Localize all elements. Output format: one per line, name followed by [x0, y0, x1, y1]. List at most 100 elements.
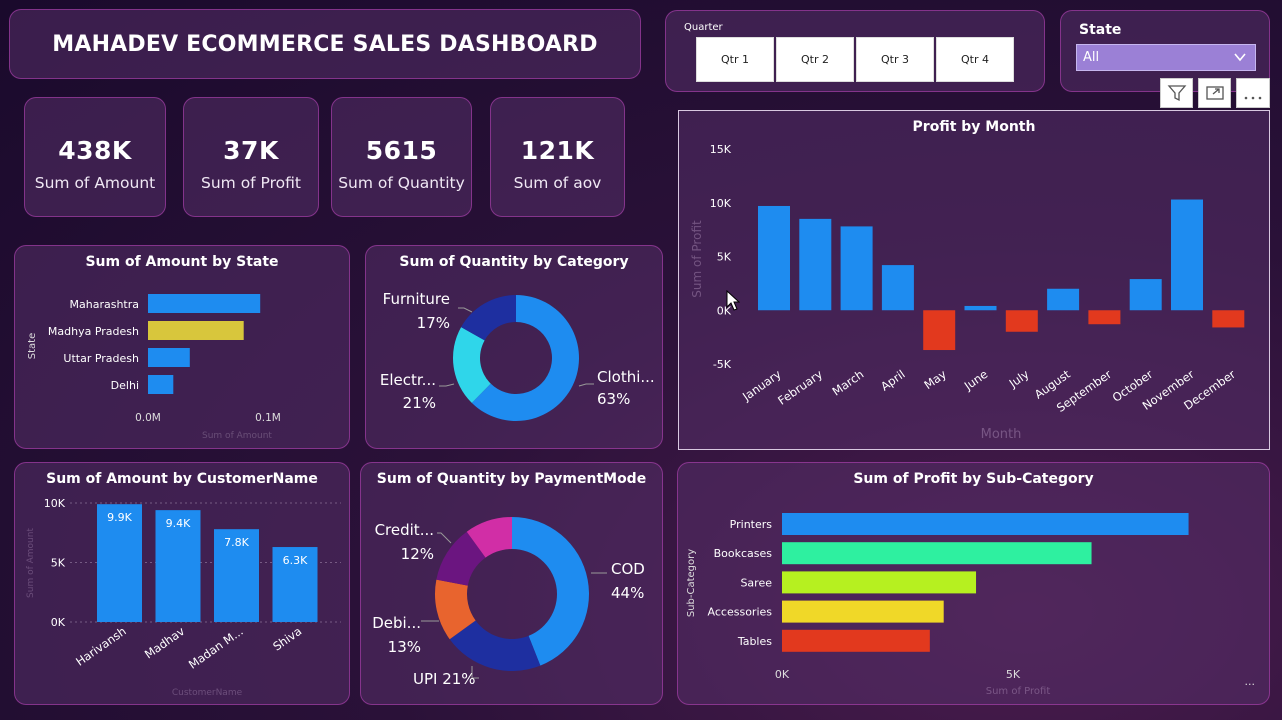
bar-tables: [782, 629, 930, 652]
kpi-value: 121K: [520, 136, 595, 165]
y-tick-label: 0K: [717, 304, 732, 317]
kpi-card-profit: 37K Sum of Profit: [183, 97, 319, 217]
quantity-by-category-chart[interactable]: Sum of Quantity by Category Clothi... 63%…: [365, 245, 663, 449]
slice-label: COD: [611, 560, 645, 578]
x-tick-label: February: [775, 367, 825, 408]
quarter-option-q3[interactable]: Qtr 3: [856, 37, 934, 82]
title-panel: MAHADEV ECOMMERCE SALES DASHBOARD: [9, 9, 641, 79]
x-tick-label: 0.0M: [135, 412, 161, 424]
x-tick-label: Madan M...: [186, 624, 246, 672]
x-tick-label: March: [830, 367, 867, 399]
chart-title: Sum of Amount by CustomerName: [46, 471, 318, 487]
slice-other: [466, 517, 512, 558]
quarter-option-q1[interactable]: Qtr 1: [696, 37, 774, 82]
x-axis-label: Sum of Amount: [202, 431, 272, 441]
y-tick-label: 15K: [710, 143, 732, 156]
category-label: Uttar Pradesh: [63, 352, 139, 365]
quarter-option-q2[interactable]: Qtr 2: [776, 37, 854, 82]
bar-february: [799, 218, 832, 311]
bar-september: [1088, 310, 1121, 325]
category-label: Saree: [740, 576, 772, 589]
slice-percent: 13%: [388, 638, 421, 656]
x-tick-label: 5K: [1006, 668, 1021, 681]
bar-madhav: [155, 510, 201, 622]
data-label: 9.9K: [107, 511, 132, 524]
chevron-down-icon: [1234, 53, 1246, 62]
y-axis-label: Sum of Amount: [26, 528, 36, 598]
bar-august: [1047, 288, 1080, 311]
slice-label: Furniture: [383, 290, 450, 308]
kpi-card-amount: 438K Sum of Amount: [24, 97, 166, 217]
chart-title: Profit by Month: [912, 119, 1036, 135]
x-axis-label: CustomerName: [172, 688, 243, 698]
quarter-slicer-label: Quarter: [684, 22, 723, 33]
bar-madhya-pradesh: [148, 321, 244, 340]
filter-icon[interactable]: [1160, 78, 1193, 108]
y-tick-label: 10K: [44, 497, 66, 510]
y-axis-label: Sub-Category: [686, 549, 697, 617]
slice-percent: 21%: [403, 394, 436, 412]
bar-april: [881, 265, 914, 311]
chart-title: Sum of Quantity by PaymentMode: [376, 471, 647, 487]
bar-november: [1171, 199, 1203, 311]
slice-label: Electr...: [380, 371, 436, 389]
x-axis-label: Sum of Profit: [986, 686, 1051, 697]
chart-title: Sum of Quantity by Category: [399, 254, 629, 270]
category-label: Madhya Pradesh: [48, 325, 139, 338]
kpi-card-aov: 121K Sum of aov: [490, 97, 625, 217]
bar-accessories: [782, 600, 944, 623]
amount-by-customer-chart[interactable]: Sum of Amount by CustomerName 0K 5K 10K Sum…: [14, 462, 350, 705]
x-axis-label: Month: [981, 427, 1022, 442]
bar-bookcases: [782, 542, 1092, 565]
bar-printers: [782, 513, 1189, 535]
mouse-cursor-icon: [726, 290, 740, 311]
state-dropdown-value: All: [1083, 50, 1100, 65]
y-tick-label: 0K: [51, 616, 66, 629]
x-tick-label: 0K: [775, 668, 790, 681]
y-tick-label: 5K: [51, 557, 66, 570]
x-tick-label: Madhav: [142, 624, 187, 662]
bar-january: [758, 205, 790, 311]
x-tick-label: June: [961, 367, 990, 393]
bar-maharashtra: [148, 294, 261, 313]
leader-line: [458, 307, 473, 313]
profit-by-subcategory-chart[interactable]: Sum of Profit by Sub-Category Printers Bo…: [677, 462, 1270, 705]
kpi-value: 37K: [223, 136, 279, 165]
slice-electr: [453, 327, 491, 403]
data-label: 6.3K: [283, 554, 308, 567]
state-dropdown[interactable]: All: [1076, 44, 1256, 71]
more-options-icon[interactable]: [1236, 78, 1270, 108]
data-label: 7.8K: [224, 536, 249, 549]
state-slicer-label: State: [1079, 22, 1122, 38]
more-options-label[interactable]: ...: [1244, 675, 1256, 688]
bar-july: [1005, 310, 1038, 332]
slice-label: Debi...: [372, 614, 421, 632]
chart-title: Sum of Amount by State: [85, 254, 279, 270]
slice-upi: [449, 620, 541, 671]
kpi-value: 5615: [365, 136, 438, 165]
leader-line: [471, 666, 479, 679]
profit-by-month-chart[interactable]: Profit by Month -5K 0K 5K 10K 15K Sum of Prof…: [678, 110, 1270, 450]
x-tick-label: April: [878, 367, 908, 394]
quantity-by-paymentmode-chart[interactable]: Sum of Quantity by PaymentMode COD 44% UPI…: [360, 462, 663, 705]
bar-uttar-pradesh: [148, 348, 190, 367]
x-tick-label: July: [1006, 367, 1032, 391]
kpi-label: Sum of Profit: [201, 174, 301, 192]
category-label: Bookcases: [714, 547, 773, 560]
slice-percent: 17%: [417, 314, 450, 332]
amount-by-state-chart[interactable]: Sum of Amount by State Maharashtra Madhya…: [14, 245, 350, 449]
bar-may: [923, 310, 956, 351]
quarter-option-q4[interactable]: Qtr 4: [936, 37, 1014, 82]
y-axis-label: Sum of Profit: [690, 220, 704, 298]
data-label: 9.4K: [166, 517, 191, 530]
slice-label: UPI 21%: [413, 670, 476, 688]
slice-label: Credit...: [375, 521, 434, 539]
leader-line: [578, 383, 594, 387]
category-label: Delhi: [111, 379, 139, 392]
slice-percent: 44%: [611, 584, 644, 602]
slice-percent: 12%: [401, 545, 434, 563]
focus-mode-icon[interactable]: [1198, 78, 1231, 108]
category-label: Accessories: [708, 606, 773, 619]
kpi-label: Sum of Amount: [34, 174, 156, 192]
slice-debi: [435, 579, 476, 640]
